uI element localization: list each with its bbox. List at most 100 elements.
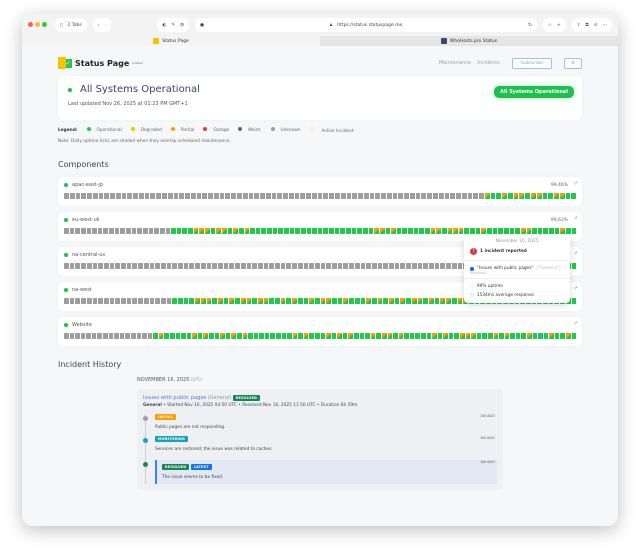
uptime-tick[interactable] (394, 298, 400, 304)
uptime-tick[interactable] (254, 193, 260, 199)
uptime-tick[interactable] (559, 193, 565, 199)
uptime-tick[interactable] (419, 228, 424, 234)
uptime-tick[interactable] (75, 263, 81, 269)
uptime-tick[interactable] (309, 333, 315, 339)
uptime-tick[interactable] (309, 298, 314, 304)
uptime-tick[interactable] (167, 193, 173, 199)
uptime-tick[interactable] (454, 333, 460, 339)
uptime-tick[interactable] (381, 333, 387, 339)
uptime-tick[interactable] (520, 228, 526, 234)
uptime-tick[interactable] (261, 228, 267, 234)
uptime-tick[interactable] (182, 228, 188, 234)
uptime-tick[interactable] (223, 263, 229, 269)
uptime-tick[interactable] (127, 193, 133, 199)
shield-icon[interactable]: ◐ (162, 22, 167, 28)
uptime-tick[interactable] (391, 228, 396, 234)
uptime-tick[interactable] (481, 228, 487, 234)
uptime-tick[interactable] (149, 263, 155, 269)
uptime-tick[interactable] (289, 228, 295, 234)
uptime-tick[interactable] (162, 193, 167, 199)
uptime-tick[interactable] (286, 263, 292, 269)
uptime-tick[interactable] (252, 298, 257, 304)
uptime-tick[interactable] (219, 193, 225, 199)
uptime-tick[interactable] (532, 333, 538, 339)
uptime-tick[interactable] (114, 228, 120, 234)
uptime-tick[interactable] (429, 263, 434, 269)
uptime-tick[interactable] (425, 228, 430, 234)
uptime-tick[interactable] (252, 263, 257, 269)
uptime-tick[interactable] (323, 193, 329, 199)
uptime-tick[interactable] (415, 333, 420, 339)
uptime-tick[interactable] (475, 228, 481, 234)
uptime-tick[interactable] (183, 298, 189, 304)
uptime-tick[interactable] (437, 333, 443, 339)
uptime-tick[interactable] (235, 263, 240, 269)
uptime-tick[interactable] (86, 333, 91, 339)
uptime-tick[interactable] (193, 228, 199, 234)
uptime-tick[interactable] (238, 228, 244, 234)
uptime-tick[interactable] (417, 263, 423, 269)
uptime-tick[interactable] (360, 263, 366, 269)
uptime-tick[interactable] (280, 298, 286, 304)
uptime-tick[interactable] (259, 333, 264, 339)
uptime-tick[interactable] (532, 228, 537, 234)
uptime-tick[interactable] (436, 228, 441, 234)
nav-buttons[interactable]: ‹ › (92, 18, 112, 32)
uptime-tick[interactable] (138, 298, 143, 304)
uptime-tick[interactable] (206, 263, 212, 269)
uptime-tick[interactable] (132, 263, 138, 269)
uptime-tick[interactable] (332, 263, 337, 269)
uptime-tick[interactable] (376, 333, 381, 339)
uptime-tick[interactable] (272, 228, 278, 234)
uptime-tick[interactable] (216, 228, 221, 234)
uptime-tick[interactable] (343, 298, 349, 304)
uptime-tick[interactable] (92, 193, 98, 199)
uptime-tick[interactable] (458, 228, 464, 234)
uptime-tick[interactable] (331, 333, 337, 339)
uptime-tick[interactable] (288, 193, 294, 199)
uptime-tick[interactable] (471, 333, 476, 339)
uptime-tick[interactable] (400, 263, 406, 269)
uptime-tick[interactable] (309, 263, 314, 269)
uptime-tick[interactable] (297, 263, 303, 269)
uptime-tick[interactable] (143, 263, 149, 269)
uptime-tick[interactable] (411, 298, 417, 304)
uptime-tick[interactable] (566, 333, 571, 339)
uptime-tick[interactable] (75, 228, 80, 234)
logo[interactable]: ✓ Status Page hosted (58, 57, 142, 69)
incident-title-link[interactable]: Issues with public pages (143, 395, 207, 401)
uptime-tick[interactable] (487, 228, 492, 234)
uptime-tick[interactable] (314, 298, 320, 304)
uptime-tick[interactable] (387, 333, 393, 339)
uptime-tick[interactable] (467, 193, 473, 199)
uptime-tick[interactable] (315, 333, 320, 339)
uptime-tick[interactable] (109, 298, 115, 304)
uptime-tick[interactable] (158, 333, 164, 339)
uptime-tick[interactable] (213, 193, 219, 199)
uptime-tick[interactable] (104, 193, 110, 199)
uptime-tick[interactable] (242, 193, 248, 199)
uptime-tick[interactable] (429, 298, 434, 304)
uptime-tick[interactable] (525, 193, 531, 199)
uptime-tick[interactable] (149, 298, 155, 304)
uptime-tick[interactable] (143, 298, 149, 304)
extensions[interactable]: ◐ ✎ ⚙ (157, 18, 190, 32)
uptime-tick[interactable] (320, 298, 326, 304)
tab-overview-button[interactable]: ▯ 2 Tabs (55, 18, 87, 32)
uptime-tick[interactable] (253, 333, 259, 339)
uptime-tick[interactable] (205, 228, 210, 234)
uptime-tick[interactable] (560, 333, 566, 339)
uptime-tick[interactable] (571, 263, 577, 269)
uptime-tick[interactable] (132, 298, 138, 304)
uptime-tick[interactable] (411, 263, 417, 269)
pen-icon[interactable]: ✎ (171, 22, 176, 28)
copy-icon[interactable]: ⧉ (585, 23, 589, 28)
uptime-tick[interactable] (208, 193, 213, 199)
uptime-tick[interactable] (197, 333, 203, 339)
uptime-tick[interactable] (340, 228, 346, 234)
uptime-tick[interactable] (479, 193, 484, 199)
uptime-tick[interactable] (115, 298, 121, 304)
uptime-tick[interactable] (150, 193, 156, 199)
uptime-tick[interactable] (537, 228, 543, 234)
uptime-tick[interactable] (513, 193, 519, 199)
